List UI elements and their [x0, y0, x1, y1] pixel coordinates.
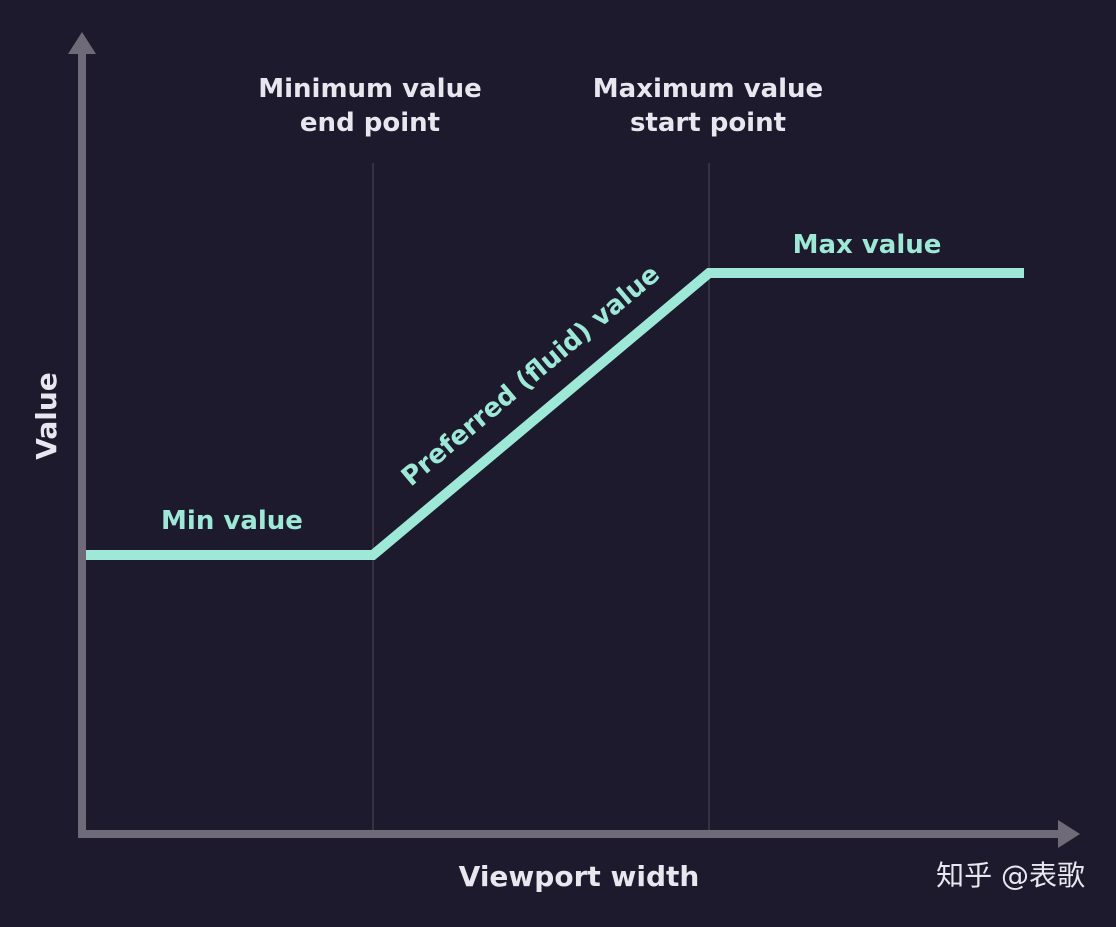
min-end-point-label-line1: Minimum value — [258, 74, 482, 104]
preferred-value-label: Preferred (fluid) value — [396, 259, 666, 492]
min-value-label: Min value — [161, 506, 303, 536]
y-axis-arrow-icon — [68, 32, 96, 54]
value-curve — [86, 268, 1024, 560]
max-start-point-label-line1: Maximum value — [593, 74, 823, 104]
x-axis-arrow-icon — [1058, 820, 1080, 848]
max-start-point-label-line2: start point — [630, 108, 786, 138]
max-value-label: Max value — [793, 230, 942, 260]
x-axis-label: Viewport width — [459, 860, 700, 893]
watermark: 知乎 @表歌 — [936, 859, 1085, 892]
y-axis-label: Value — [30, 372, 63, 460]
min-end-point-label-line2: end point — [300, 108, 440, 138]
